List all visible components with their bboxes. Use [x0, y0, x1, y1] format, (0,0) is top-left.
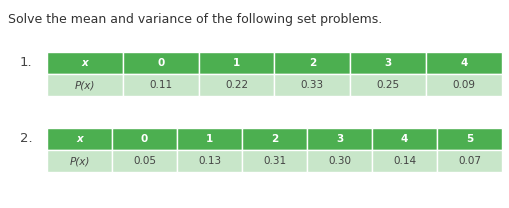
Bar — [372, 150, 437, 172]
Text: 0.22: 0.22 — [225, 80, 248, 90]
Text: 2: 2 — [271, 134, 278, 144]
Text: 0.11: 0.11 — [149, 80, 173, 90]
Text: 3: 3 — [385, 58, 392, 68]
Bar — [437, 150, 502, 172]
Text: 0: 0 — [157, 58, 164, 68]
Text: 0.25: 0.25 — [377, 80, 400, 90]
Text: 0.30: 0.30 — [328, 156, 351, 166]
Bar — [47, 128, 112, 150]
Text: x: x — [81, 58, 88, 68]
Bar — [426, 52, 502, 74]
Text: 0.09: 0.09 — [453, 80, 475, 90]
Text: 1: 1 — [206, 134, 213, 144]
Bar — [177, 128, 242, 150]
Text: 4: 4 — [401, 134, 408, 144]
Text: 0.05: 0.05 — [133, 156, 156, 166]
Text: 0: 0 — [141, 134, 148, 144]
Bar — [123, 74, 199, 96]
Text: 0.14: 0.14 — [393, 156, 416, 166]
Text: x: x — [76, 134, 83, 144]
Bar — [112, 128, 177, 150]
Bar — [437, 128, 502, 150]
Text: 5: 5 — [466, 134, 473, 144]
Bar — [350, 74, 426, 96]
Bar — [242, 150, 307, 172]
Bar — [274, 52, 350, 74]
Bar — [177, 150, 242, 172]
Bar — [242, 128, 307, 150]
Bar — [47, 52, 123, 74]
Text: 2: 2 — [309, 58, 316, 68]
Text: 3: 3 — [336, 134, 343, 144]
Text: 4: 4 — [461, 58, 468, 68]
Text: 2.: 2. — [20, 132, 32, 146]
Bar — [199, 52, 274, 74]
Bar — [350, 52, 426, 74]
Text: Solve the mean and variance of the following set problems.: Solve the mean and variance of the follo… — [8, 13, 382, 26]
Bar — [274, 74, 350, 96]
Text: 0.13: 0.13 — [198, 156, 221, 166]
Text: P(x): P(x) — [69, 156, 90, 166]
Text: P(x): P(x) — [75, 80, 95, 90]
Bar — [112, 150, 177, 172]
Bar — [47, 150, 112, 172]
Bar — [372, 128, 437, 150]
Text: 1.: 1. — [20, 57, 32, 69]
Text: 0.31: 0.31 — [263, 156, 286, 166]
Bar — [47, 74, 123, 96]
Bar — [307, 150, 372, 172]
Bar — [123, 52, 199, 74]
Bar — [426, 74, 502, 96]
Text: 0.07: 0.07 — [458, 156, 481, 166]
Text: 1: 1 — [233, 58, 240, 68]
Bar — [307, 128, 372, 150]
Bar — [199, 74, 274, 96]
Text: 0.33: 0.33 — [301, 80, 324, 90]
